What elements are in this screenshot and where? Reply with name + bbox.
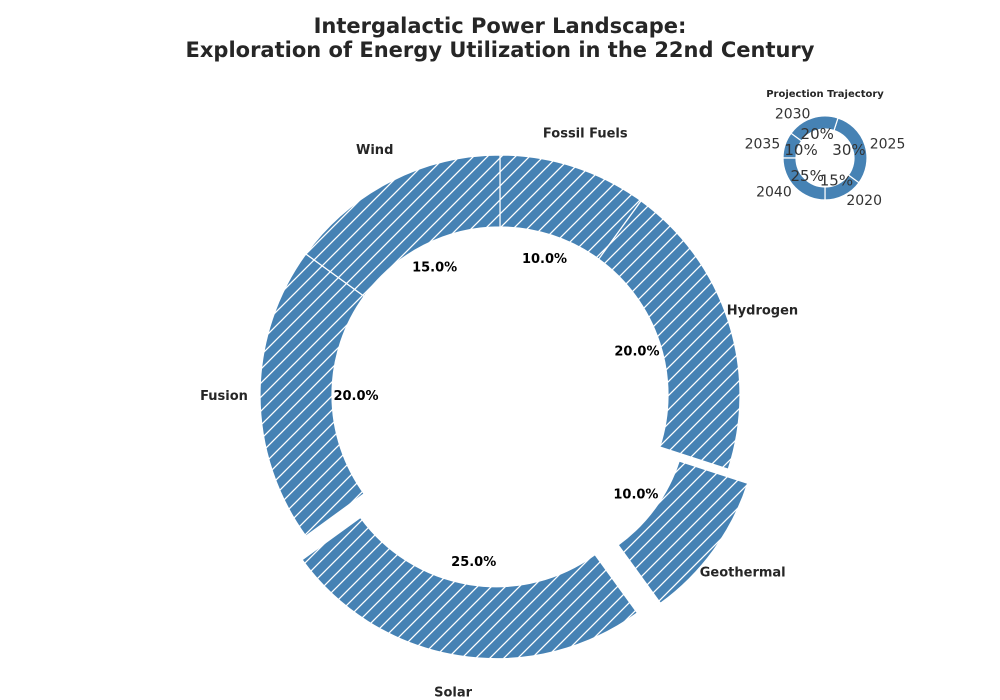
- main-donut-chart: Fossil Fuels 10.0% Hydrogen 20.0% Geothermal…: [200, 127, 798, 700]
- value-label-hydrogen: 20.0%: [614, 345, 659, 360]
- inset-category-label-2040: 2040: [756, 184, 792, 200]
- inset-value-label-2030: 20%: [801, 125, 834, 143]
- inset-wedge-2025: [833, 117, 868, 184]
- inset-value-label-2035: 10%: [784, 141, 817, 159]
- category-label-fossil-fuels: Fossil Fuels: [543, 127, 628, 142]
- category-label-solar: Solar: [434, 685, 473, 700]
- inset-category-label-2020: 2020: [846, 193, 882, 209]
- value-label-geothermal: 10.0%: [613, 488, 658, 503]
- inset-category-label-2035: 2035: [745, 136, 781, 152]
- inset-donut-chart: Projection Trajectory 2020 15% 2025 30% 2030…: [745, 89, 906, 209]
- value-label-fossil-fuels: 10.0%: [522, 252, 567, 267]
- category-label-hydrogen: Hydrogen: [727, 304, 798, 319]
- inset-value-label-2025: 30%: [832, 141, 865, 159]
- inset-wedge-2030: [790, 115, 839, 142]
- value-label-wind: 15.0%: [412, 261, 457, 276]
- inset-value-label-2040: 25%: [791, 167, 824, 185]
- inset-category-label-2025: 2025: [870, 136, 906, 152]
- category-label-wind: Wind: [356, 143, 393, 158]
- value-label-fusion: 20.0%: [333, 389, 378, 404]
- inset-chart-title: Projection Trajectory: [766, 89, 884, 100]
- wedge-hatch-solar: [301, 516, 639, 660]
- wedge-hatch-hydrogen: [597, 199, 741, 470]
- chart-title: Intergalactic Power Landscape: Explorati…: [0, 14, 1000, 62]
- value-label-solar: 25.0%: [451, 555, 496, 570]
- chart-title-line-2: Exploration of Energy Utilization in the…: [185, 38, 815, 62]
- category-label-fusion: Fusion: [200, 389, 248, 404]
- inset-wedge-2040: [782, 157, 826, 201]
- inset-category-label-2030: 2030: [775, 106, 811, 122]
- wedge-hatch-wind: [304, 154, 501, 298]
- inset-value-label-2020: 15%: [820, 171, 853, 189]
- wedge-hatch-geothermal: [617, 460, 749, 605]
- chart-title-line-1: Intergalactic Power Landscape:: [313, 14, 687, 38]
- category-label-geothermal: Geothermal: [700, 565, 786, 580]
- inset-wedge-2035: [782, 132, 803, 159]
